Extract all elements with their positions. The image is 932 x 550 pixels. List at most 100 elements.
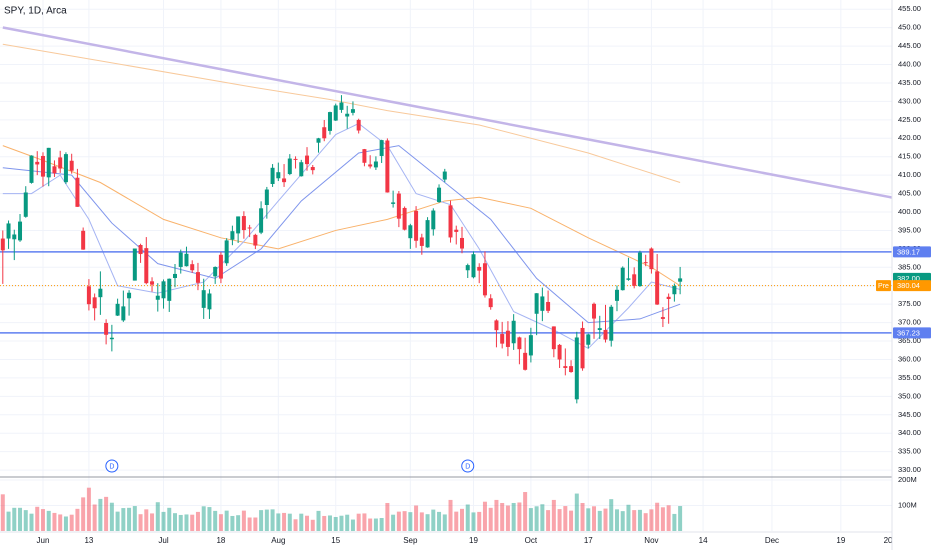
volume-bar bbox=[293, 519, 298, 531]
candle-body bbox=[660, 317, 665, 319]
y-tick-label: 345.00 bbox=[898, 410, 921, 419]
volume-bar bbox=[195, 511, 200, 531]
volume-bar bbox=[150, 513, 155, 531]
volume-bar bbox=[333, 516, 338, 531]
volume-bar bbox=[224, 510, 229, 531]
x-tick-label: 13 bbox=[84, 536, 93, 545]
y-tick-label: 395.00 bbox=[898, 225, 921, 234]
volume-bar bbox=[29, 513, 34, 531]
volume-bar bbox=[356, 513, 361, 531]
volume-bar bbox=[81, 497, 86, 531]
volume-bar bbox=[0, 494, 5, 531]
candle-body bbox=[178, 252, 183, 267]
candle-body bbox=[322, 127, 327, 139]
volume-bar bbox=[505, 505, 510, 531]
y-tick-label: 440.00 bbox=[898, 60, 921, 69]
volume-bar bbox=[666, 505, 671, 531]
volume-bar bbox=[431, 509, 436, 531]
candle-body bbox=[431, 210, 436, 230]
candle-body bbox=[104, 322, 109, 335]
candle-body bbox=[437, 187, 442, 203]
volume-bar bbox=[98, 498, 103, 531]
volume-bar bbox=[75, 508, 80, 531]
volume-bar bbox=[115, 511, 120, 531]
candle-body bbox=[259, 208, 264, 233]
volume-bar bbox=[58, 514, 63, 531]
volume-bar bbox=[63, 516, 68, 531]
volume-bar bbox=[637, 509, 642, 531]
candle-body bbox=[46, 147, 51, 178]
candle-body bbox=[40, 155, 45, 177]
y-tick-label: 350.00 bbox=[898, 391, 921, 400]
candle-body bbox=[213, 266, 218, 277]
candle-body bbox=[609, 306, 614, 341]
moving-average bbox=[2, 43, 681, 183]
volume-bar bbox=[305, 515, 310, 531]
x-tick-label: 19 bbox=[469, 536, 478, 545]
y-tick-label: 410.00 bbox=[898, 170, 921, 179]
volume-bar bbox=[494, 499, 499, 531]
candle-body bbox=[241, 216, 246, 231]
volume-bar bbox=[178, 514, 183, 531]
y-tick-label: 360.00 bbox=[898, 354, 921, 363]
candle-body bbox=[190, 264, 195, 271]
y-tick-label: 435.00 bbox=[898, 78, 921, 87]
candle-body bbox=[482, 263, 487, 296]
candle-body bbox=[253, 234, 258, 246]
y-tick-label: 330.00 bbox=[898, 465, 921, 474]
volume-bar bbox=[660, 507, 665, 531]
x-tick-label: Jul bbox=[158, 536, 168, 545]
candle-body bbox=[592, 303, 597, 319]
volume-bar bbox=[574, 493, 579, 531]
volume-bar bbox=[368, 518, 373, 531]
candle-body bbox=[29, 155, 34, 183]
volume-bar bbox=[465, 504, 470, 531]
candle-body bbox=[184, 253, 189, 267]
y-tick-label: 370.00 bbox=[898, 318, 921, 327]
candle-body bbox=[299, 162, 304, 177]
candle-body bbox=[224, 240, 229, 264]
candle-body bbox=[425, 220, 430, 248]
dividend-label: D bbox=[465, 463, 470, 470]
trend-line bbox=[2, 26, 893, 199]
volume-bar bbox=[442, 514, 447, 531]
volume-bar bbox=[643, 513, 648, 531]
volume-bar bbox=[402, 511, 407, 531]
volume-bar bbox=[391, 514, 396, 531]
candle-body bbox=[528, 335, 533, 356]
volume-bar bbox=[385, 502, 390, 531]
y-tick-label: 415.00 bbox=[898, 152, 921, 161]
volume-bar bbox=[201, 506, 206, 531]
y-tick-label: 340.00 bbox=[898, 428, 921, 437]
volume-bar bbox=[569, 510, 574, 531]
dividend-marker bbox=[105, 459, 119, 473]
candle-body bbox=[12, 234, 17, 240]
volume-bar bbox=[603, 508, 608, 531]
candle-body bbox=[333, 105, 338, 121]
volume-bar bbox=[528, 508, 533, 531]
candle-body bbox=[327, 112, 332, 131]
candle-body bbox=[632, 274, 637, 286]
candle-body bbox=[500, 334, 505, 344]
y-tick-label: 385.00 bbox=[898, 262, 921, 271]
y-tick-label: 430.00 bbox=[898, 96, 921, 105]
volume-bar bbox=[488, 507, 493, 531]
candle-body bbox=[534, 293, 539, 314]
volume-bar bbox=[241, 510, 246, 531]
volume-bar bbox=[6, 511, 11, 531]
candle-body bbox=[23, 192, 28, 217]
candle-body bbox=[655, 271, 660, 305]
candle-body bbox=[247, 227, 252, 229]
x-tick-label: Sep bbox=[403, 536, 418, 545]
volume-bar bbox=[327, 515, 332, 531]
dividend-label: D bbox=[109, 463, 114, 470]
candle-body bbox=[563, 366, 568, 368]
volume-bar bbox=[322, 515, 327, 531]
volume-bar bbox=[35, 506, 40, 531]
volume-bar bbox=[614, 509, 619, 531]
volume-bar bbox=[132, 506, 137, 531]
volume-bar bbox=[282, 512, 287, 531]
volume-bar bbox=[12, 507, 17, 531]
volume-bar bbox=[213, 510, 218, 531]
x-axis-area bbox=[0, 532, 932, 550]
